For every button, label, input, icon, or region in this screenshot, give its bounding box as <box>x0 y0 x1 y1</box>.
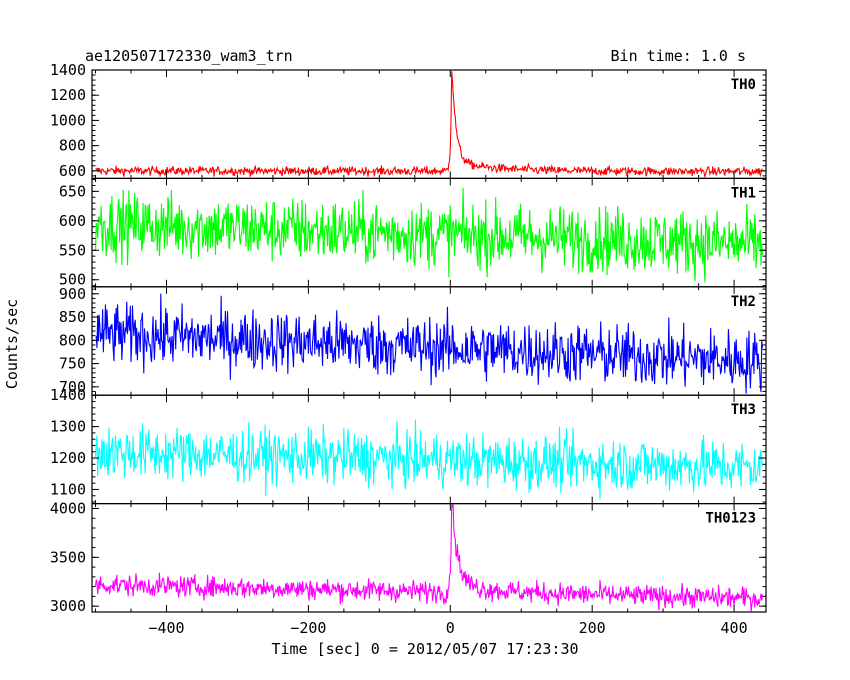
y-tick-label: 800 <box>59 137 86 155</box>
panel-th0123: 3000 3500 4000 TH0123 <box>50 499 767 615</box>
bin-time-label: Bin time: 1.0 s <box>611 47 746 65</box>
series-line-th1 <box>95 187 763 283</box>
panel-label-th2: TH2 <box>731 294 756 310</box>
series-line-th2 <box>95 293 763 394</box>
chart-title: ae120507172330_wam3_trn <box>85 47 293 65</box>
y-tick-label: 1300 <box>50 418 86 436</box>
panel-label-th1: TH1 <box>731 185 756 201</box>
x-tick-label: 400 <box>721 619 748 637</box>
y-tick-label: 1200 <box>50 449 86 467</box>
y-tick-label: 650 <box>59 182 86 200</box>
panel-th2: 700 750 800 850 900 TH2 <box>59 285 767 396</box>
y-tick-label: 1100 <box>50 480 86 498</box>
x-tick-label: 200 <box>579 619 606 637</box>
y-tick-label: 4000 <box>50 499 86 517</box>
y-tick-label: 550 <box>59 241 86 259</box>
y-tick-label: 1200 <box>50 86 86 104</box>
y-tick-label: 750 <box>59 355 86 373</box>
x-axis-ticks: −400 −200 0 200 400 <box>148 619 747 637</box>
panel-frame <box>91 503 767 613</box>
y-tick-label: 850 <box>59 308 86 326</box>
panel-label-th0123: TH0123 <box>705 511 756 527</box>
x-tick-label: −200 <box>290 619 326 637</box>
series-line-th0 <box>95 71 763 179</box>
series-line-th0123 <box>95 503 763 612</box>
x-tick-label: 0 <box>446 619 455 637</box>
series-line-th3 <box>95 419 763 500</box>
y-tick-label: 500 <box>59 271 86 289</box>
y-tick-label: 600 <box>59 212 86 230</box>
y-tick-label: 3000 <box>50 597 86 615</box>
panel-th1: 500 550 600 650 TH1 <box>59 177 767 289</box>
panel-th0: 600 800 1000 1200 1400 TH0 <box>50 61 767 180</box>
panel-label-th0: TH0 <box>731 77 756 93</box>
y-tick-label: 1400 <box>50 61 86 79</box>
panel-label-th3: TH3 <box>731 402 756 418</box>
panel-frame <box>91 69 767 180</box>
x-tick-label: −400 <box>148 619 184 637</box>
y-axis-label: Counts/sec <box>3 299 21 389</box>
y-tick-label: 700 <box>59 378 86 396</box>
y-tick-label: 800 <box>59 331 86 349</box>
y-tick-label: 1400 <box>50 386 86 404</box>
y-tick-label: 900 <box>59 285 86 303</box>
x-axis-label: Time [sec] 0 = 2012/05/07 17:23:30 <box>271 640 578 658</box>
y-tick-label: 600 <box>59 162 86 180</box>
y-tick-label: 3500 <box>50 548 86 566</box>
panel-th3: 1100 1200 1300 1400 TH3 <box>50 386 767 505</box>
y-tick-label: 1000 <box>50 111 86 129</box>
